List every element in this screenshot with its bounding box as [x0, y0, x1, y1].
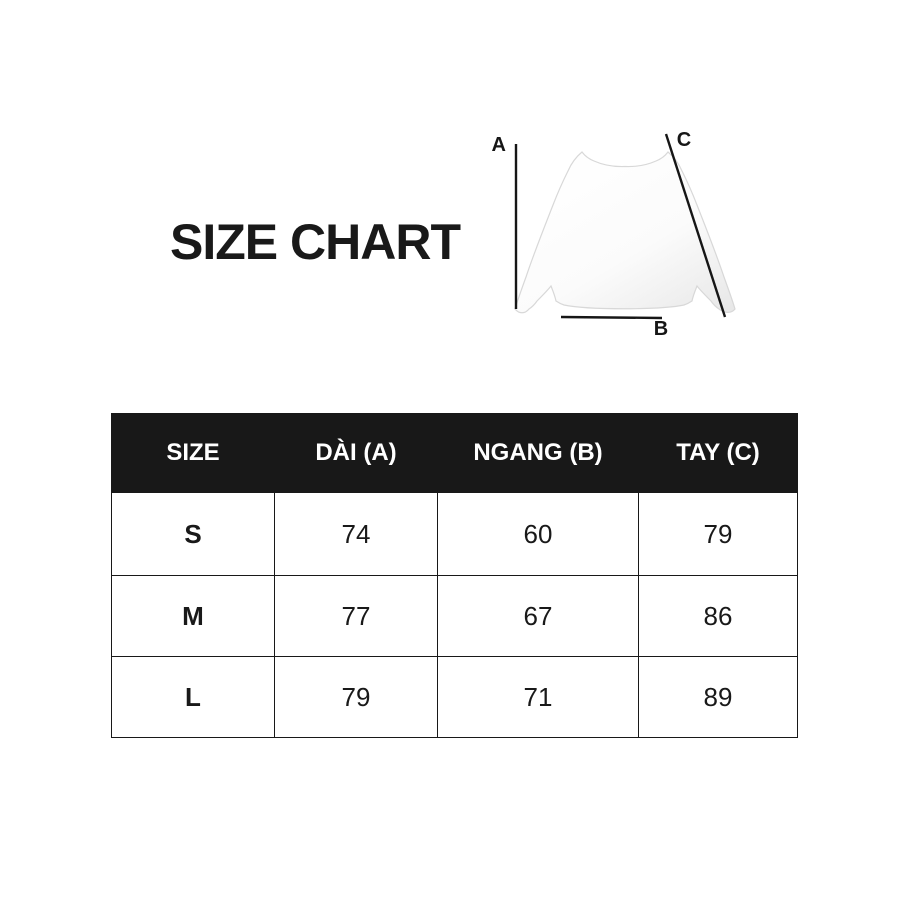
svg-text:B: B	[654, 318, 668, 340]
svg-text:A: A	[492, 134, 506, 156]
svg-text:C: C	[677, 129, 691, 151]
